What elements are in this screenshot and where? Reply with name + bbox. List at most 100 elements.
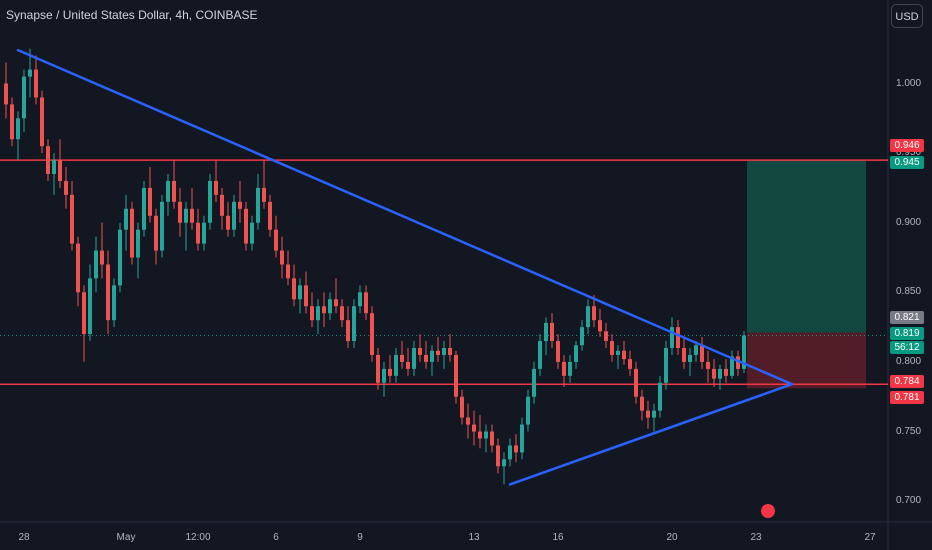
stop-zone	[747, 332, 866, 389]
price-tick-label: 0.700	[896, 495, 922, 507]
price-tick-label: 0.950	[896, 147, 922, 159]
candle-body	[124, 208, 128, 230]
candle-body	[40, 97, 44, 147]
candle-body	[298, 285, 302, 300]
trendline-0	[16, 48, 794, 386]
us-flag-event-icon[interactable]	[759, 502, 777, 520]
candle-body	[730, 356, 734, 376]
candle-body	[364, 292, 368, 314]
candle-body	[460, 396, 464, 418]
price-tick-label: 0.850	[896, 286, 922, 298]
candle-body	[412, 348, 416, 369]
candle-body	[640, 396, 644, 411]
candle-body	[22, 76, 26, 119]
candle-body	[274, 229, 278, 251]
level-price-badge-top: 0.946	[890, 139, 924, 152]
candle-body	[592, 306, 596, 321]
candle-body	[340, 306, 344, 321]
candle-body	[280, 250, 284, 265]
candle-body	[712, 368, 716, 379]
candle-body	[82, 292, 86, 335]
candle-body	[514, 445, 518, 453]
candle-body	[370, 313, 374, 355]
candle-body	[664, 348, 668, 383]
candle-body	[16, 118, 20, 140]
candle-body	[610, 341, 614, 355]
candle-body	[736, 356, 740, 369]
candle-body	[34, 69, 38, 98]
candle-body	[304, 285, 308, 307]
candle-body	[604, 331, 608, 342]
candle-body	[394, 354, 398, 376]
candle-body	[4, 83, 8, 105]
candle-body	[658, 382, 662, 411]
time-tick-label: 27	[864, 532, 876, 543]
candle-body	[406, 361, 410, 369]
time-tick-label: 28	[18, 532, 30, 543]
candle-body	[160, 201, 164, 251]
candle-body	[742, 335, 746, 369]
candle-body	[64, 180, 68, 195]
candle-body	[154, 215, 158, 251]
candle-body	[448, 348, 452, 355]
price-tick-label: 0.800	[896, 355, 922, 367]
time-tick-label: 9	[357, 532, 363, 543]
candle-body	[136, 229, 140, 258]
candle-body	[184, 208, 188, 223]
candle-body	[718, 368, 722, 379]
candle-body	[202, 222, 206, 244]
candle-body	[262, 187, 266, 202]
candle-body	[238, 201, 242, 209]
candle-body	[106, 264, 110, 321]
candle-body	[598, 320, 602, 332]
candle-body	[472, 424, 476, 432]
candle-body	[76, 243, 80, 293]
candle-body	[58, 160, 62, 181]
candle-body	[268, 201, 272, 230]
candle-body	[520, 424, 524, 453]
candle-body	[232, 201, 236, 230]
candle-body	[376, 354, 380, 383]
candle-body	[286, 264, 290, 279]
candle-body	[52, 160, 56, 174]
candle-body	[574, 345, 578, 362]
candle-body	[442, 348, 446, 355]
candle-body	[244, 208, 248, 244]
candle-body	[400, 354, 404, 362]
candle-body	[214, 180, 218, 195]
candle-body	[226, 215, 230, 230]
candle-body	[556, 341, 560, 362]
time-tick-label: 20	[666, 532, 678, 543]
trendline-1	[508, 382, 794, 486]
candle-body	[526, 396, 530, 425]
candle-body	[466, 417, 470, 425]
candle-body	[358, 292, 362, 307]
candle-body	[580, 327, 584, 346]
candle-body	[10, 104, 14, 140]
candle-body	[292, 278, 296, 300]
candle-body	[478, 431, 482, 439]
time-tick-label: May	[116, 532, 136, 543]
candle-body	[616, 350, 620, 355]
candle-body	[28, 69, 32, 77]
candle-body	[652, 410, 656, 418]
candle-body	[562, 361, 566, 376]
chart-title: Synapse / United States Dollar, 4h, COIN…	[6, 8, 258, 22]
candle-body	[490, 431, 494, 446]
candle-body	[130, 208, 134, 258]
candle-body	[250, 222, 254, 244]
level-price-badge-bottom: 0.784	[890, 375, 924, 388]
currency-button[interactable]: USD	[891, 4, 923, 28]
price-tick-label: 0.750	[896, 425, 922, 437]
candle-body	[388, 368, 392, 376]
candle-body	[484, 431, 488, 439]
candle-body	[430, 350, 434, 362]
candle-body	[544, 322, 548, 342]
time-tick-label: 6	[273, 532, 279, 543]
candle-body	[100, 250, 104, 265]
candle-body	[646, 410, 650, 418]
candle-body	[256, 187, 260, 223]
candle-body	[670, 327, 674, 348]
candle-body	[46, 146, 50, 174]
